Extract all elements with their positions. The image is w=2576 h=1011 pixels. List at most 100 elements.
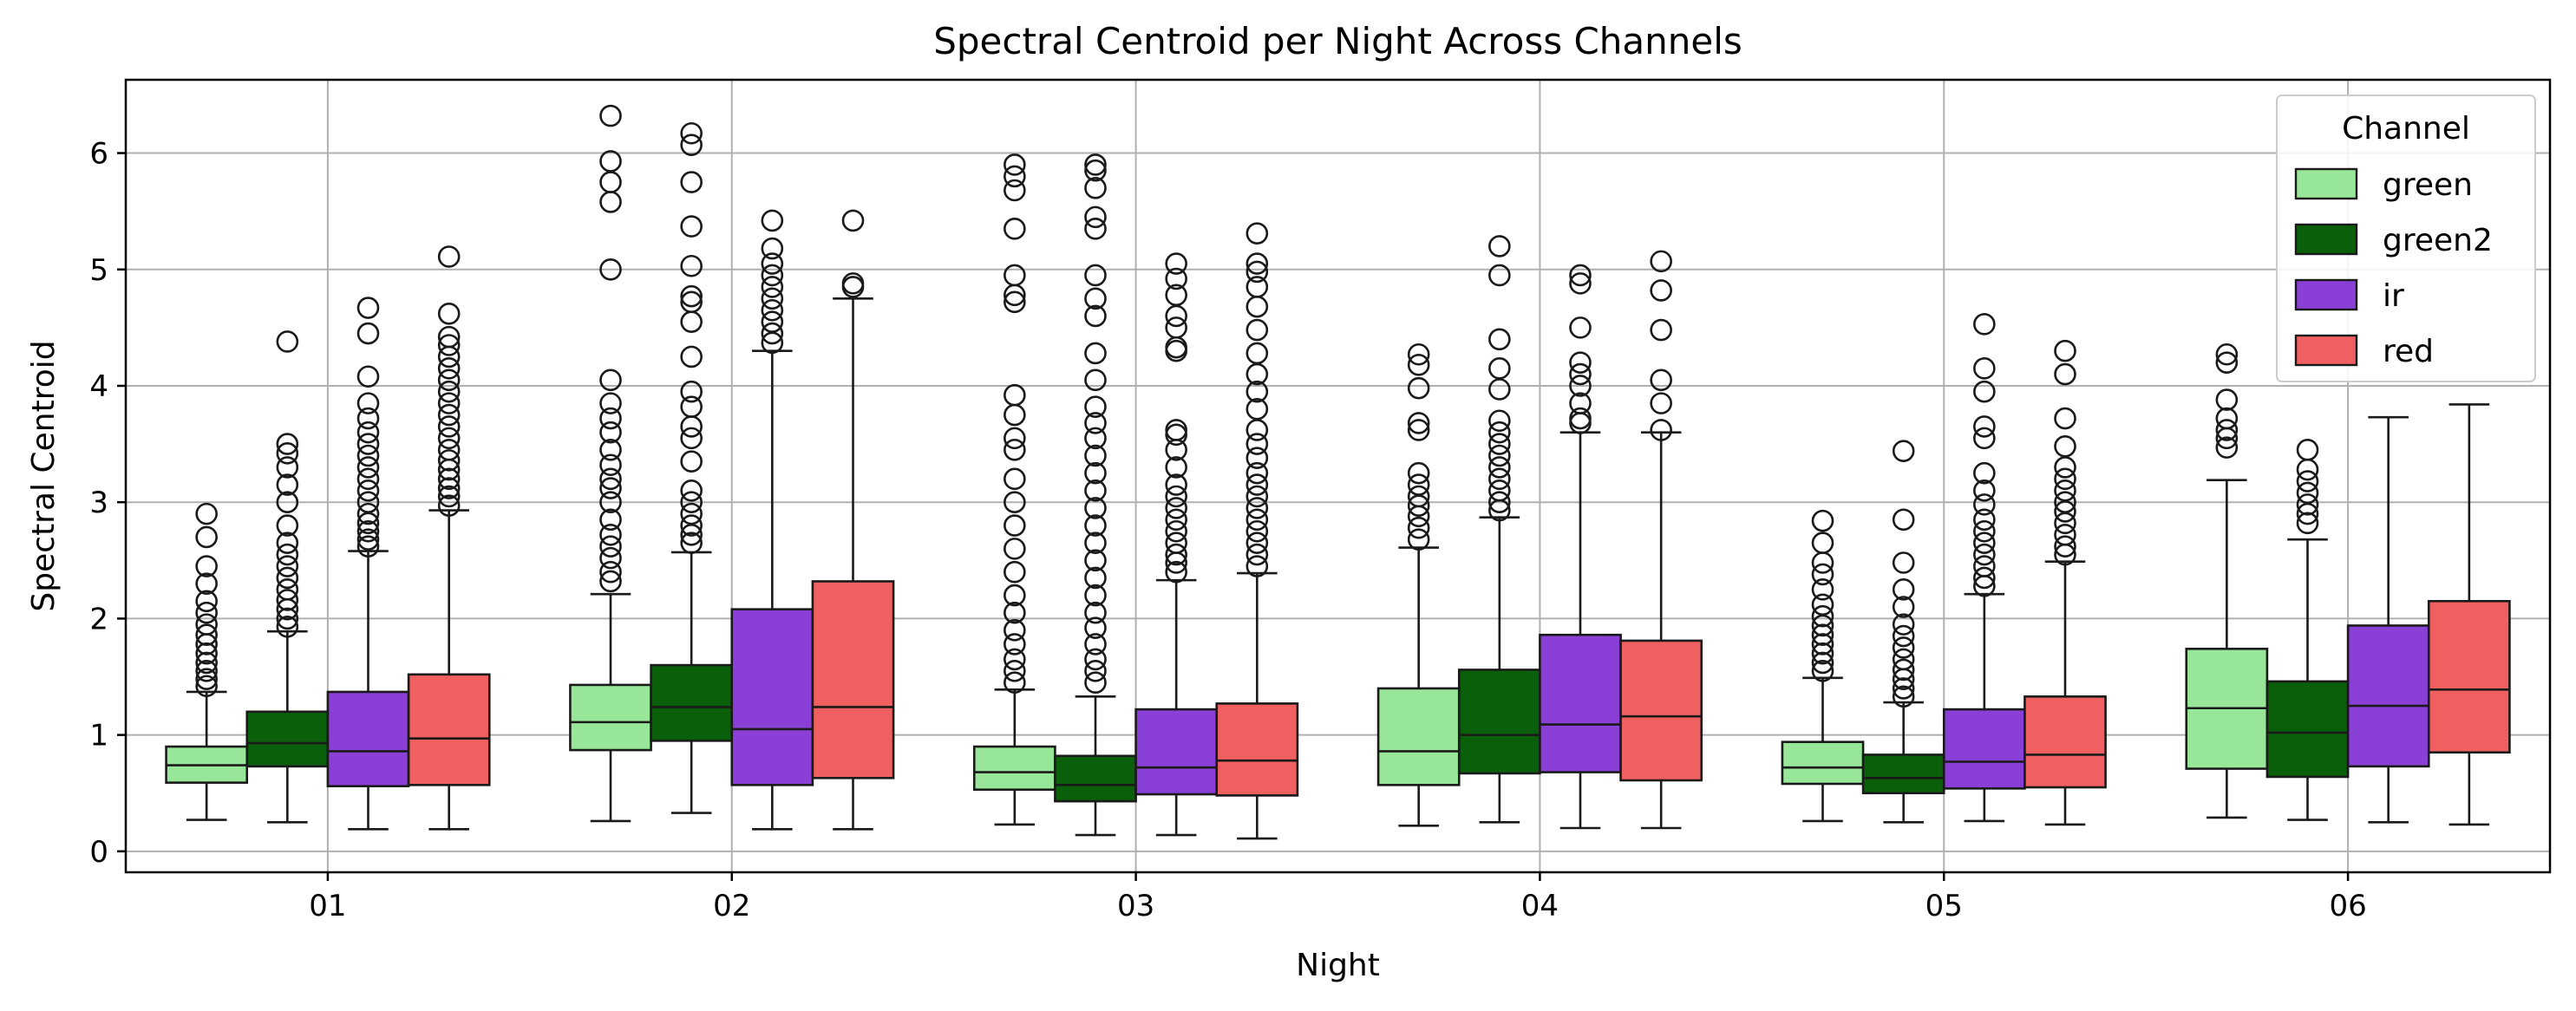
outlier-point — [1488, 264, 1511, 287]
outlier-point — [599, 258, 622, 281]
outlier-point — [1892, 636, 1915, 659]
outlier-point — [1973, 380, 1996, 403]
outlier-point — [841, 272, 865, 295]
outlier-point — [1407, 412, 1430, 434]
outlier-point — [1246, 252, 1269, 275]
outlier-point — [356, 535, 380, 558]
outlier-point — [1488, 421, 1511, 444]
outlier-point — [599, 523, 622, 546]
outlier-point — [1004, 179, 1026, 202]
outlier-point — [437, 449, 461, 472]
outlier-point — [2215, 407, 2239, 430]
iqr-box — [1861, 753, 1945, 795]
outlier-point — [437, 357, 461, 380]
outlier-point — [1246, 497, 1269, 519]
outlier-point — [1084, 648, 1107, 671]
outlier-point — [1004, 403, 1026, 427]
outlier-point — [1004, 619, 1026, 642]
outlier-point — [276, 566, 299, 590]
outlier-point — [1084, 217, 1107, 240]
outlier-point — [1892, 624, 1915, 648]
outlier-point — [1004, 165, 1026, 188]
outlier-point — [1246, 380, 1269, 403]
outlier-point — [1004, 290, 1026, 314]
outlier-point — [1004, 584, 1026, 607]
outlier-point — [2296, 439, 2319, 461]
outlier-point — [1973, 493, 1996, 516]
outlier-point — [1004, 491, 1026, 513]
outlier-point — [1084, 660, 1107, 682]
outlier-point — [599, 570, 622, 593]
outlier-point — [437, 392, 461, 414]
outlier-point — [680, 415, 703, 438]
outlier-point — [1084, 369, 1107, 392]
iqr-box — [2346, 624, 2430, 768]
outlier-point — [356, 479, 380, 502]
outlier-point — [1488, 357, 1511, 380]
outlier-point — [195, 660, 218, 682]
y-tick-label: 1 — [89, 719, 108, 753]
outlier-point — [599, 104, 622, 127]
legend-swatch — [2294, 334, 2358, 367]
outlier-point — [761, 264, 784, 287]
outlier-point — [195, 668, 218, 691]
outlier-point — [1165, 497, 1187, 519]
iqr-box — [2024, 695, 2107, 789]
outlier-point — [356, 467, 380, 491]
outlier-point — [1569, 392, 1592, 414]
outlier-point — [1084, 444, 1107, 467]
outlier-point — [1246, 519, 1269, 543]
iqr-box — [569, 683, 652, 752]
outlier-point — [437, 245, 461, 268]
outlier-point — [437, 439, 461, 461]
outlier-point — [1650, 250, 1672, 273]
box-ir-01 — [326, 297, 410, 831]
outlier-point — [2054, 479, 2076, 502]
iqr-box — [1539, 633, 1622, 773]
iqr-box — [1054, 754, 1137, 803]
outlier-point — [356, 407, 380, 430]
outlier-point — [1084, 671, 1107, 695]
outlier-point — [1084, 633, 1107, 656]
legend-title: Channel — [2342, 111, 2470, 147]
outlier-point — [2215, 388, 2239, 411]
outlier-point — [1407, 461, 1430, 485]
box-red-01 — [407, 245, 491, 831]
outlier-point — [195, 572, 218, 595]
y-tick-label: 5 — [89, 253, 108, 288]
outlier-point — [1084, 264, 1107, 287]
legend-label: green — [2383, 167, 2473, 203]
outlier-point — [1246, 318, 1269, 342]
outlier-point — [2296, 458, 2319, 481]
outlier-point — [680, 514, 703, 537]
outlier-point — [1488, 444, 1511, 467]
outlier-point — [1650, 369, 1672, 392]
outlier-point — [1973, 508, 1996, 532]
box-green2-06 — [2265, 439, 2350, 821]
outlier-point — [761, 310, 784, 333]
iqr-box — [811, 580, 895, 779]
outlier-point — [761, 298, 784, 322]
outlier-point — [1246, 555, 1269, 577]
outlier-point — [276, 607, 299, 630]
iqr-box — [1619, 639, 1703, 782]
outlier-point — [1569, 272, 1592, 295]
outlier-point — [1084, 532, 1107, 554]
series-green2 — [245, 121, 2350, 837]
outlier-point — [1811, 660, 1834, 682]
outlier-point — [761, 276, 784, 298]
iqr-box — [326, 690, 410, 787]
outlier-point — [1084, 205, 1107, 229]
outlier-point — [356, 322, 380, 345]
box-ir-03 — [1134, 252, 1219, 837]
outlier-point — [356, 444, 380, 467]
outlier-point — [356, 392, 380, 414]
outlier-point — [1165, 485, 1187, 508]
outlier-point — [1084, 412, 1107, 434]
outlier-point — [1811, 532, 1834, 554]
outlier-point — [1004, 383, 1026, 407]
outlier-point — [437, 345, 461, 369]
outlier-point — [1004, 671, 1026, 695]
outlier-point — [195, 613, 218, 636]
